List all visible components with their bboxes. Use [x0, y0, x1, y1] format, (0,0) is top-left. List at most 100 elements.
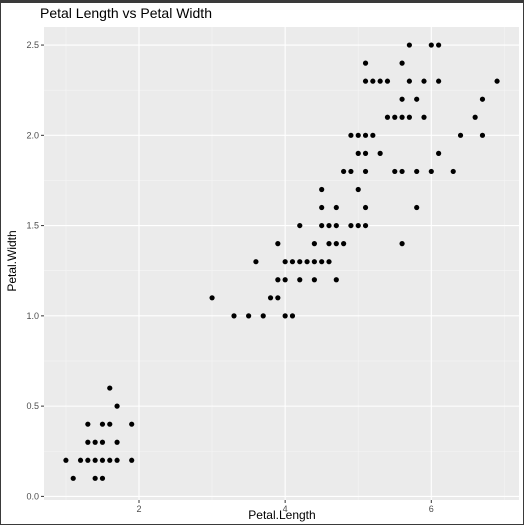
- data-point: [333, 204, 339, 211]
- data-point: [406, 78, 412, 84]
- data-point: [370, 78, 376, 84]
- data-point: [362, 132, 369, 138]
- data-point: [479, 96, 486, 102]
- data-point: [406, 114, 412, 120]
- data-point: [92, 475, 98, 481]
- data-point: [114, 457, 120, 463]
- data-point: [92, 457, 98, 463]
- x-tick-label: 4: [283, 504, 288, 514]
- data-point: [304, 259, 310, 265]
- data-point: [63, 457, 69, 463]
- y-tick-label: 2.5: [26, 40, 39, 50]
- data-point: [355, 132, 361, 138]
- data-point: [436, 78, 442, 84]
- data-point: [362, 78, 369, 84]
- data-point: [209, 295, 215, 301]
- y-tick-label: 0.0: [26, 491, 39, 501]
- data-point: [275, 295, 281, 301]
- data-point: [436, 150, 442, 156]
- axis-ticks: [41, 44, 432, 503]
- data-point: [319, 222, 325, 229]
- data-point: [275, 277, 281, 283]
- data-point: [107, 457, 113, 463]
- data-point: [348, 132, 354, 138]
- data-point: [341, 241, 347, 247]
- data-point: [384, 78, 391, 84]
- data-point: [355, 222, 361, 229]
- data-point: [289, 313, 296, 319]
- data-point: [70, 475, 76, 481]
- data-point: [85, 439, 91, 445]
- data-point: [77, 457, 84, 463]
- data-point: [231, 313, 237, 319]
- chart-title: Petal Length vs Petal Width: [40, 5, 212, 21]
- data-point: [406, 42, 412, 48]
- data-point: [333, 277, 339, 283]
- data-point: [319, 204, 325, 211]
- data-point: [341, 168, 347, 175]
- data-point: [326, 259, 332, 265]
- y-tick-label: 1.5: [26, 221, 39, 231]
- data-point: [114, 403, 120, 409]
- data-point: [297, 277, 303, 283]
- data-point: [428, 42, 434, 48]
- data-point: [85, 421, 91, 427]
- data-point: [362, 168, 369, 175]
- data-point: [362, 150, 369, 156]
- data-point: [399, 96, 405, 102]
- data-point: [275, 241, 281, 247]
- data-point: [377, 150, 383, 156]
- x-tick-label: 2: [136, 504, 141, 514]
- data-points: [63, 42, 500, 481]
- data-point: [472, 114, 478, 120]
- data-point: [297, 222, 303, 229]
- data-point: [282, 313, 288, 319]
- data-point: [253, 259, 259, 265]
- data-point: [311, 241, 317, 247]
- data-point: [355, 186, 361, 193]
- data-point: [333, 241, 339, 247]
- data-point: [99, 421, 106, 427]
- data-point: [282, 259, 288, 265]
- data-point: [494, 78, 500, 84]
- data-point: [319, 259, 325, 265]
- data-point: [289, 259, 296, 265]
- data-point: [436, 42, 442, 48]
- x-axis-label: Petal.Length: [248, 508, 316, 522]
- data-point: [129, 457, 135, 463]
- tick-labels: 2 4 6 0.0 0.5 1.0 1.5 2.0 2.5: [26, 40, 433, 514]
- data-point: [377, 78, 383, 84]
- data-point: [319, 186, 325, 193]
- data-point: [392, 114, 398, 120]
- data-point: [355, 150, 361, 156]
- data-point: [450, 168, 456, 175]
- data-point: [348, 168, 354, 175]
- data-point: [99, 457, 106, 463]
- data-point: [311, 259, 317, 265]
- data-point: [414, 96, 420, 102]
- data-point: [421, 78, 427, 84]
- data-point: [414, 204, 420, 211]
- y-axis-label: Petal.Width: [5, 230, 19, 292]
- data-point: [399, 168, 405, 175]
- data-point: [326, 241, 332, 247]
- y-tick-label: 0.5: [26, 401, 39, 411]
- data-point: [362, 60, 369, 66]
- data-point: [326, 222, 332, 229]
- data-point: [107, 421, 113, 427]
- data-point: [457, 132, 464, 138]
- data-point: [99, 439, 106, 445]
- data-point: [348, 222, 354, 229]
- data-point: [107, 385, 113, 391]
- data-point: [421, 114, 427, 120]
- data-point: [428, 168, 434, 175]
- data-point: [282, 277, 288, 283]
- y-tick-label: 2.0: [26, 130, 39, 140]
- data-point: [370, 132, 376, 138]
- plot-panel: [44, 27, 519, 500]
- data-point: [362, 222, 369, 229]
- x-tick-label: 6: [429, 504, 434, 514]
- data-point: [399, 60, 405, 66]
